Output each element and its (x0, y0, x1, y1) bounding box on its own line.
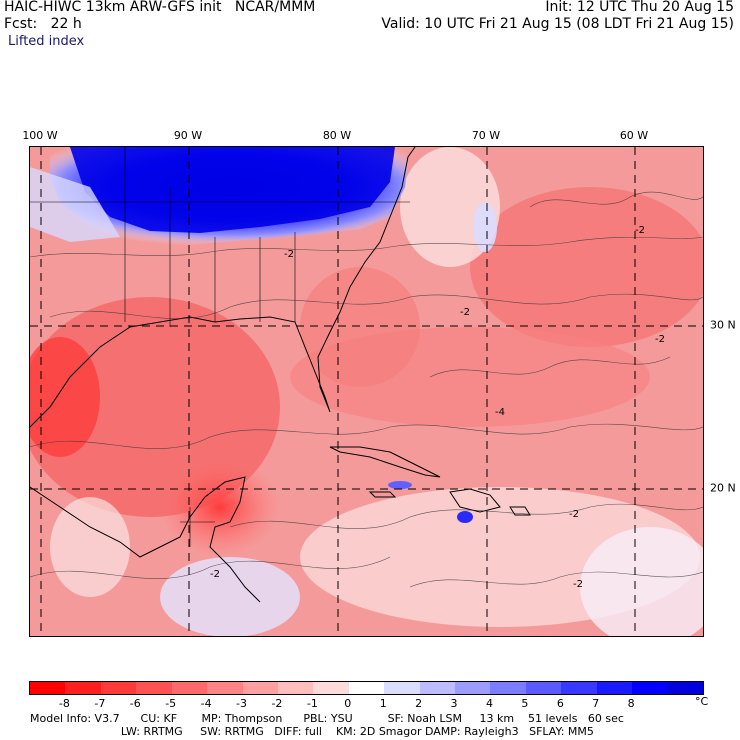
colorbar-swatch (561, 682, 597, 694)
yucatan-red-zone (160, 457, 280, 557)
mexico-pale-zone (50, 497, 130, 597)
colorbar-tick-label: -5 (165, 697, 177, 710)
longitude-label-70w: 70 W (471, 129, 501, 142)
colorbar-tick-label: 2 (415, 697, 423, 710)
colorbar-tick-label: 8 (627, 697, 635, 710)
model-info-line1: Model Info: V3.7 CU: KF MP: Thompson PBL… (30, 712, 624, 725)
colorbar-tick-label: -4 (200, 697, 212, 710)
init-time: Init: 12 UTC Thu 20 Aug 15 (545, 0, 734, 15)
colorbar-tick-label: 6 (556, 697, 564, 710)
colorbar-swatch (667, 682, 704, 694)
valid-time: Valid: 10 UTC Fri 21 Aug 15 (08 LDT Fri … (381, 16, 734, 32)
colorbar-tick-label: 3 (450, 697, 458, 710)
se-pale-zone (580, 527, 703, 636)
longitude-label-60w: 60 W (619, 129, 649, 142)
texas-red-zone (30, 337, 100, 457)
pacific-pale-zone (160, 557, 300, 636)
lifted-index-map: -2 -2 -2 -4 -2 -2 -2 -2 (29, 146, 704, 637)
colorbar-tick-label: -6 (129, 697, 141, 710)
contour-label: -2 (635, 225, 645, 236)
colorbar-tick-label: 7 (592, 697, 600, 710)
colorbar-tick-label: -8 (58, 697, 70, 710)
colorbar-tick-label: 0 (344, 697, 352, 710)
colorbar-tick-label: 4 (485, 697, 493, 710)
colorbar-swatch (313, 682, 349, 694)
latitude-label-30n: 30 N (710, 318, 736, 332)
contour-label: -2 (569, 509, 579, 520)
colorbar-tick-label: -2 (271, 697, 283, 710)
colorbar-swatch (632, 682, 668, 694)
colorbar-swatch (277, 682, 314, 694)
colorbar-swatch (490, 682, 526, 694)
colorbar-swatch (419, 682, 456, 694)
colorbar-tick-label: 1 (379, 697, 387, 710)
atlantic-red-zone (470, 187, 703, 347)
colorbar-swatch (455, 682, 491, 694)
longitude-label-90w: 90 W (173, 129, 203, 142)
model-title: HAIC-HIWC 13km ARW-GFS init NCAR/MMM (4, 0, 316, 15)
colorbar-tick-label: -3 (236, 697, 247, 710)
contour-label: -2 (284, 249, 294, 260)
colorbar-swatch (348, 682, 385, 694)
west-stable-edge (30, 167, 120, 242)
longitude-label-80w: 80 W (322, 129, 352, 142)
forecast-hour: Fcst: 22 h (4, 16, 82, 32)
colorbar-swatch (136, 682, 172, 694)
contour-label-group: -2 -2 -2 -4 -2 -2 -2 -2 (210, 225, 665, 590)
colorbar-swatch (171, 682, 208, 694)
stable-core (70, 147, 395, 233)
colorbar-tick-label: -7 (94, 697, 106, 710)
colorbar-swatch (525, 682, 562, 694)
colorbar-swatch (596, 682, 633, 694)
hispaniola-blue-spot (457, 511, 473, 523)
florida-zone (300, 267, 420, 387)
field-name: Lifted index (8, 34, 85, 49)
contour-label: -2 (210, 569, 220, 580)
colorbar-swatch (207, 682, 243, 694)
colorbar-swatch (242, 682, 278, 694)
colorbar-swatch (384, 682, 420, 694)
colorbar-unit: °C (695, 695, 709, 708)
colorbar-swatch (100, 682, 137, 694)
contour-label: -2 (655, 334, 665, 345)
contour-label: -2 (573, 579, 583, 590)
colorbar-tick-label: 5 (521, 697, 529, 710)
contour-label: -4 (495, 407, 505, 418)
longitude-label-100w: 100 W (22, 129, 58, 142)
colorbar-swatch (30, 682, 66, 694)
latitude-label-20n: 20 N (710, 481, 736, 495)
lat-lon-grid (30, 147, 703, 636)
blue-patch-atlantic (473, 202, 497, 252)
contour-lines (30, 191, 703, 588)
political-borders (30, 147, 410, 547)
colorbar-tick-label: -1 (306, 697, 318, 710)
map-canvas: -2 -2 -2 -4 -2 -2 -2 -2 (30, 147, 703, 636)
colorbar (29, 681, 704, 695)
contour-label: -2 (460, 307, 470, 318)
model-info-line2: LW: RRTMG SW: RRTMG DIFF: full KM: 2D Sm… (30, 725, 594, 738)
cuba-blue-spot (388, 481, 412, 489)
colorbar-swatch (65, 682, 101, 694)
